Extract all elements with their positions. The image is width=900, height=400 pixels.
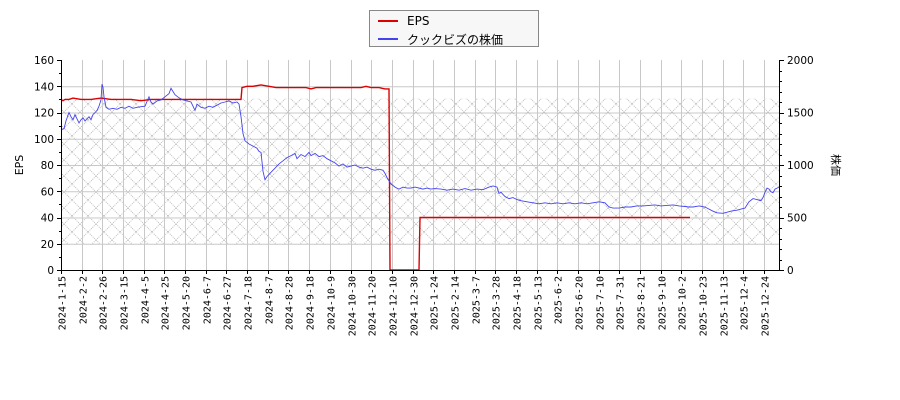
- x-tick-label: 2024-8-7: [265, 276, 276, 324]
- legend-label-eps: EPS: [407, 14, 430, 28]
- x-tick-label: 2025-2-14: [451, 276, 462, 330]
- x-tick-label: 2025-6-20: [575, 276, 586, 330]
- x-axis-ticks: 2024-1-15 2024-2-2 2024-2-26 2024-3-15 2024-…: [58, 270, 772, 336]
- x-tick-label: 2024-12-10: [389, 276, 400, 336]
- price-line-swatch-icon: [378, 38, 398, 40]
- x-tick-label: 2025-5-13: [534, 276, 545, 330]
- x-tick-label: 2024-8-28: [285, 276, 296, 330]
- x-tick-label: 2025-12-4: [740, 276, 751, 330]
- x-tick-label: 2025-11-13: [720, 276, 731, 336]
- x-tick-label: 2025-7-31: [616, 276, 627, 330]
- left-y-tick-label: 160: [34, 55, 54, 67]
- x-tick-label: 2025-3-7: [472, 276, 483, 324]
- x-tick-label: 2024-2-2: [79, 276, 90, 324]
- left-y-tick-label: 120: [34, 108, 54, 120]
- legend-label-price: クックビズの株価: [407, 32, 504, 47]
- left-y-tick-label: 0: [47, 265, 54, 277]
- right-y-tick-label: 500: [787, 213, 807, 225]
- x-tick-label: 2024-2-26: [99, 276, 110, 330]
- x-tick-label: 2025-9-10: [658, 276, 669, 330]
- left-y-tick-label: 100: [34, 134, 54, 146]
- right-y-axis-ticks: 0 500 1000 1500 2000: [779, 55, 814, 277]
- x-tick-label: 2025-1-24: [430, 276, 441, 330]
- right-y-tick-label: 0: [787, 265, 794, 277]
- right-axis-title: 株価: [829, 154, 843, 176]
- x-tick-label: 2024-6-7: [203, 276, 214, 324]
- x-tick-label: 2024-9-18: [306, 276, 317, 330]
- legend-item-price: クックビズの株価: [370, 30, 503, 48]
- x-tick-label: 2024-10-9: [327, 276, 338, 330]
- x-tick-label: 2025-10-2: [678, 276, 689, 330]
- right-y-tick-label: 1500: [787, 108, 814, 120]
- x-tick-label: 2024-6-27: [223, 276, 234, 330]
- x-tick-label: 2025-3-28: [492, 276, 503, 330]
- left-y-tick-label: 140: [34, 81, 54, 93]
- x-tick-label: 2025-7-10: [596, 276, 607, 330]
- x-tick-label: 2024-1-15: [58, 276, 69, 330]
- x-tick-label: 2024-4-25: [161, 276, 172, 330]
- chart-legend: EPS クックビズの株価: [369, 10, 539, 47]
- x-tick-label: 2025-8-21: [637, 276, 648, 330]
- x-tick-label: 2025-6-2: [554, 276, 565, 324]
- left-axis-title: EPS: [13, 155, 26, 176]
- x-tick-label: 2024-12-30: [410, 276, 421, 336]
- right-y-tick-label: 2000: [787, 55, 814, 67]
- stock-price-line: [60, 84, 780, 214]
- right-y-tick-label: 1000: [787, 160, 814, 172]
- left-y-tick-label: 40: [41, 213, 54, 225]
- left-y-tick-label: 20: [41, 239, 54, 251]
- left-y-tick-label: 80: [41, 160, 54, 172]
- legend-item-eps: EPS: [370, 12, 429, 30]
- left-y-tick-label: 60: [41, 186, 54, 198]
- x-tick-label: 2024-11-20: [368, 276, 379, 336]
- x-tick-label: 2025-12-24: [761, 276, 772, 336]
- x-tick-label: 2024-10-30: [348, 276, 359, 336]
- x-tick-label: 2024-5-20: [182, 276, 193, 330]
- eps-line-swatch-icon: [378, 20, 398, 22]
- x-tick-label: 2025-10-23: [699, 276, 710, 336]
- x-tick-label: 2024-4-5: [141, 276, 152, 324]
- x-tick-label: 2024-7-18: [244, 276, 255, 330]
- x-tick-label: 2024-3-15: [120, 276, 131, 330]
- grid-lines: [61, 60, 779, 270]
- left-y-axis-ticks: 0 20 40 60 80 100 120 140 160: [34, 55, 61, 277]
- x-tick-label: 2025-4-18: [513, 276, 524, 330]
